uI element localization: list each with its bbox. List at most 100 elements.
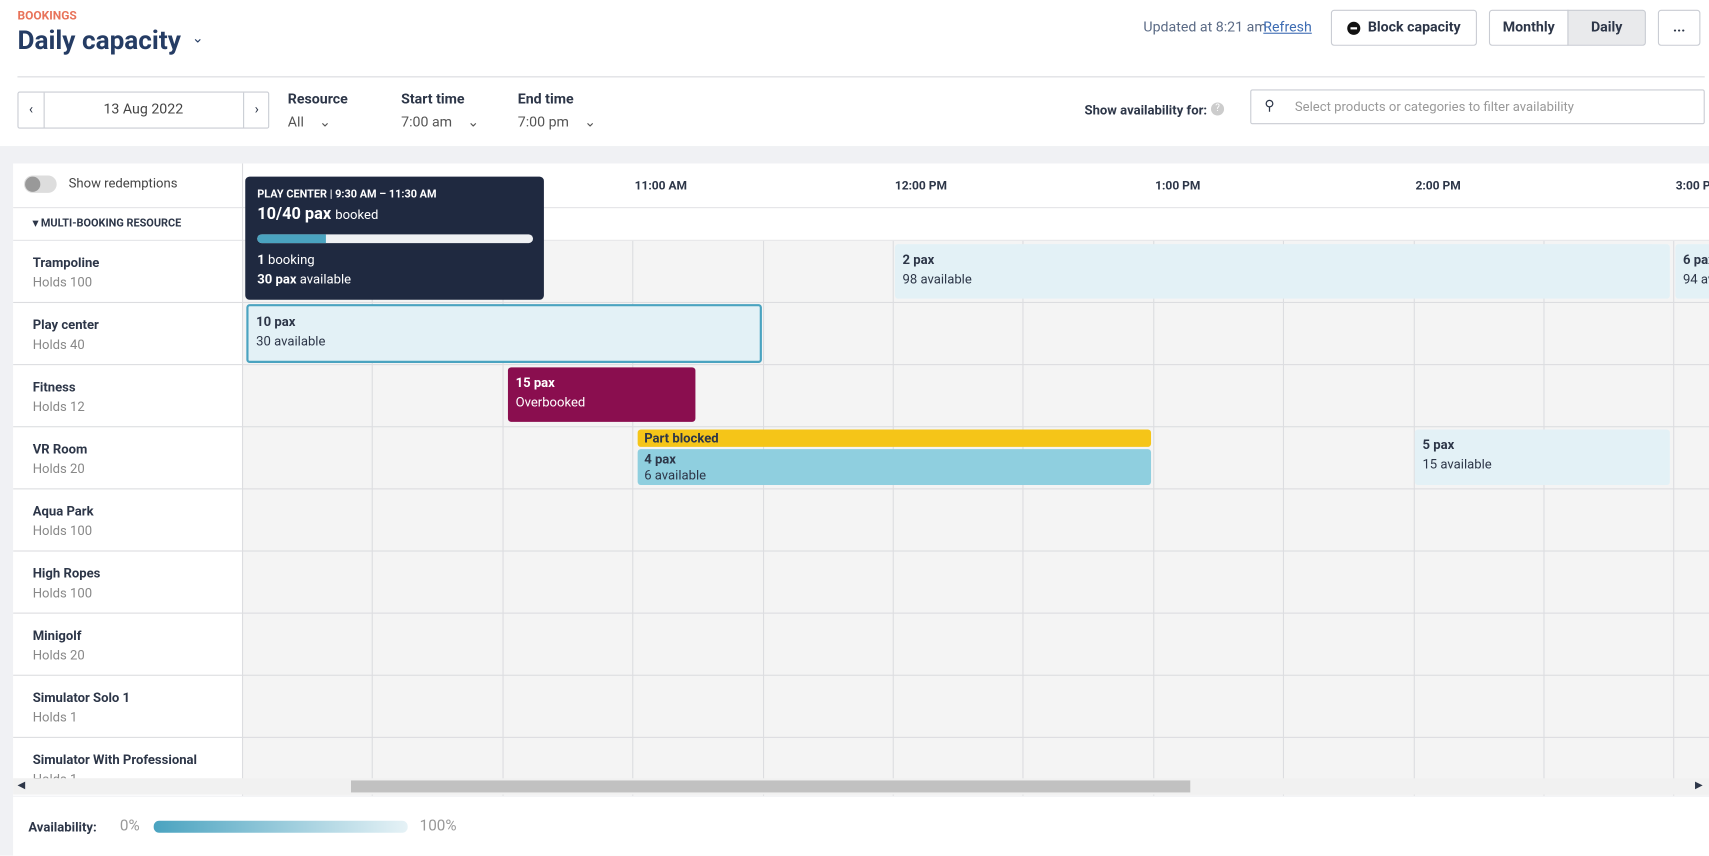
search-input[interactable]: ⚲ Select products or categories to filte… xyxy=(1250,89,1705,125)
resource-name: Minigolf xyxy=(32,627,82,644)
next-button[interactable]: › xyxy=(243,92,269,128)
block-pax: 6 pax xyxy=(1682,251,1709,268)
column-line xyxy=(1413,240,1415,796)
resource-holds: Holds 12 xyxy=(32,398,85,415)
resource-select[interactable]: All ⌄ xyxy=(287,114,332,131)
booking-block[interactable]: 4 pax 6 available xyxy=(637,449,1152,486)
block-label: Part blocked xyxy=(644,430,719,446)
column-line xyxy=(502,240,504,796)
column-line xyxy=(1152,240,1155,796)
row-line xyxy=(13,674,1709,676)
block-status: 94 available xyxy=(1682,271,1709,287)
availability-for-label: Show availability for: xyxy=(1084,102,1208,118)
booking-block[interactable]: 10 pax 30 available xyxy=(246,304,762,363)
scroll-right[interactable]: ▶ xyxy=(1694,780,1703,792)
prev-button[interactable]: ‹ xyxy=(19,92,45,128)
resource-name: Aqua Park xyxy=(32,503,94,519)
blocked-bar[interactable]: Part blocked xyxy=(637,429,1152,447)
tooltip-line: 1 booking xyxy=(257,252,314,267)
resource-holds: Holds 20 xyxy=(32,647,85,663)
scrollbar[interactable]: ◀ ▶ xyxy=(13,778,1709,795)
legend-min: 0% xyxy=(119,817,140,835)
block-status: 15 available xyxy=(1422,456,1492,472)
resource-holds: Holds 20 xyxy=(32,461,85,477)
resource-holds: Holds 100 xyxy=(32,585,93,601)
block-status: Overbooked xyxy=(515,394,586,410)
booking-block[interactable]: 6 pax 94 available xyxy=(1675,244,1709,299)
time-label: 12:00 PM xyxy=(894,178,948,193)
search-icon: ⚲ xyxy=(1264,98,1275,115)
legend-gradient xyxy=(153,820,408,833)
text: booked xyxy=(335,207,379,223)
resource-holds: Holds 40 xyxy=(32,336,85,353)
row-line xyxy=(13,612,1709,614)
group-row xyxy=(13,207,1709,241)
refresh-link[interactable]: Refresh xyxy=(1263,19,1312,36)
date-picker: ‹ 13 Aug 2022 › xyxy=(17,91,270,129)
start-select[interactable]: 7:00 am ⌄ xyxy=(401,114,480,131)
row-line xyxy=(13,736,1709,738)
group-label[interactable]: ▾ MULTI-BOOKING RESOURCE xyxy=(32,218,182,230)
block-capacity-button[interactable]: Block capacity xyxy=(1330,9,1477,46)
resource-holds: Holds 100 xyxy=(32,274,93,290)
value: 7:00 pm xyxy=(517,114,569,131)
booking-block[interactable]: 2 pax 98 available xyxy=(894,244,1670,299)
time-label: 1:00 PM xyxy=(1155,178,1201,193)
strong: 1 xyxy=(257,251,265,268)
resource-name: Simulator Solo 1 xyxy=(32,689,131,706)
date[interactable]: 13 Aug 2022 xyxy=(103,101,184,118)
resource-name: Fitness xyxy=(32,379,76,395)
text: available xyxy=(299,271,352,287)
booking-block[interactable]: 5 pax 15 available xyxy=(1414,429,1670,486)
strong: 10/40 pax xyxy=(257,203,332,224)
block-pax: 4 pax xyxy=(644,451,676,467)
legend: Availability: 0% 100% xyxy=(13,796,1709,856)
column-line xyxy=(1543,240,1545,796)
tooltip-title: PLAY CENTER | 9:30 AM – 11:30 AM xyxy=(257,188,437,201)
resource-name: Simulator With Professional xyxy=(32,752,198,768)
resource-holds: Holds 1 xyxy=(32,709,78,725)
calendar-grid: Show redemptions ▾ MULTI-BOOKING RESOURC… xyxy=(13,163,1709,796)
resource-name: High Ropes xyxy=(32,565,101,581)
daily-button[interactable]: Daily xyxy=(1567,9,1646,46)
row-line xyxy=(13,301,1709,304)
monthly-button[interactable]: Monthly xyxy=(1488,9,1569,46)
legend-label: Availability: xyxy=(28,819,97,835)
resource-label: Resource xyxy=(287,91,348,108)
column-line xyxy=(241,163,244,796)
booking-block[interactable]: 15 pax Overbooked xyxy=(507,367,696,422)
column-line xyxy=(372,240,374,796)
placeholder: Select products or categories to filter … xyxy=(1294,99,1574,115)
divider xyxy=(17,76,1705,78)
column-line xyxy=(1283,240,1285,796)
column-line xyxy=(632,240,634,796)
more-button[interactable]: ... xyxy=(1657,9,1701,46)
block-status: 30 available xyxy=(256,333,326,349)
progress-track xyxy=(257,234,534,244)
scroll-thumb[interactable] xyxy=(350,780,1191,793)
title-chevron[interactable]: ⌄ xyxy=(191,30,204,47)
scroll-left[interactable]: ◀ xyxy=(17,780,25,792)
time-label: 3:00 PM xyxy=(1675,178,1709,193)
resource-holds: Holds 100 xyxy=(32,523,93,539)
legend-max: 100% xyxy=(419,817,457,835)
toggle[interactable] xyxy=(23,175,57,193)
text: booking xyxy=(268,251,315,268)
row-line xyxy=(13,488,1709,490)
updated: Updated at 8:21 am xyxy=(1143,19,1267,36)
resource-name: Trampoline xyxy=(32,255,100,271)
end-select[interactable]: 7:00 pm ⌄ xyxy=(517,114,597,131)
end-label: End time xyxy=(517,91,574,108)
value: All xyxy=(287,114,304,131)
column-line xyxy=(1673,240,1675,796)
help-icon[interactable]: ? xyxy=(1210,102,1225,116)
time-label: 2:00 PM xyxy=(1415,178,1461,193)
start-label: Start time xyxy=(401,91,465,108)
block-pax: 2 pax xyxy=(902,251,935,268)
time-label: 11:00 AM xyxy=(634,178,688,193)
block-pax: 10 pax xyxy=(256,313,296,330)
page-title[interactable]: Daily capacity xyxy=(17,25,181,56)
block-status: 98 available xyxy=(902,271,972,287)
